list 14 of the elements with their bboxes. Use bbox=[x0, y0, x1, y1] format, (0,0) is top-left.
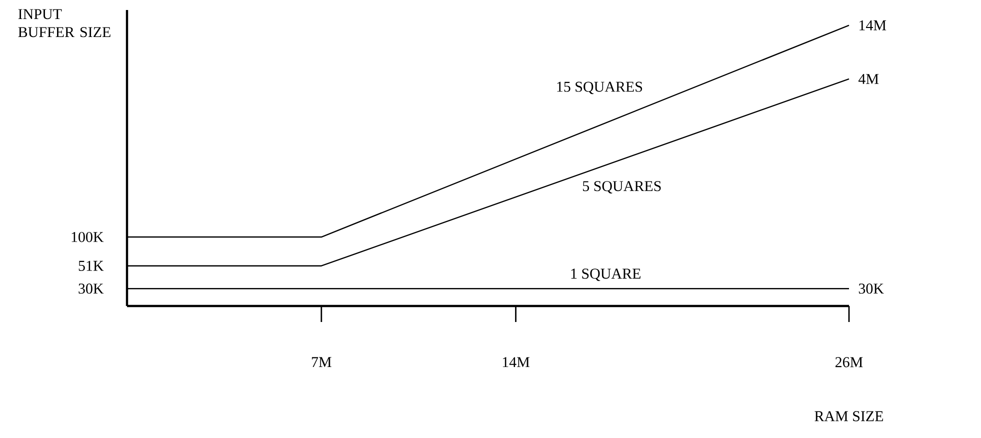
series-label: 15 SQUARES bbox=[557, 82, 642, 94]
series-label: 5 SQUARES bbox=[582, 181, 661, 194]
x-axis-title: RAM SIZE bbox=[814, 411, 884, 422]
x-tick-label: 7M bbox=[312, 357, 332, 367]
y-tick-label: 100K bbox=[72, 232, 104, 242]
series-label: 1 SQUARE bbox=[571, 268, 640, 282]
y-tick-label: 51K bbox=[78, 260, 104, 271]
y-axis-title: INPUT BUFFER SIZE bbox=[18, 9, 110, 38]
y-tick-label: 30K bbox=[78, 284, 104, 294]
data-label: 4M bbox=[858, 74, 879, 84]
x-tick-label: 26M bbox=[835, 357, 863, 368]
x-tick-label: 14M bbox=[502, 357, 530, 368]
data-label: 30K bbox=[858, 284, 884, 294]
data-label: 14M bbox=[860, 20, 886, 30]
